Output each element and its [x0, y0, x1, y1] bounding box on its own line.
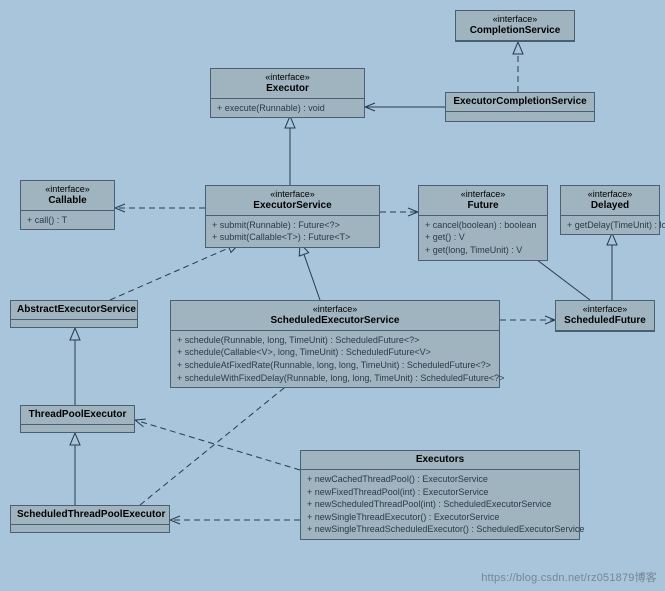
stereotype-label: «interface» — [27, 184, 108, 195]
stereotype-label: «interface» — [425, 189, 541, 200]
stereotype-label: «interface» — [217, 72, 358, 83]
stereotype-label: «interface» — [212, 189, 373, 200]
uml-box-header: «interface»Delayed — [561, 186, 659, 216]
uml-box-name: ExecutorCompletionService — [452, 96, 588, 108]
uml-method: + newSingleThreadExecutor() : ExecutorSe… — [307, 511, 573, 524]
uml-box-header: «interface»Future — [419, 186, 547, 216]
uml-box-scheduledFuture: «interface»ScheduledFuture — [555, 300, 655, 332]
uml-box-name: ExecutorService — [212, 200, 373, 212]
uml-box-name: Future — [425, 200, 541, 212]
uml-box-executorCompletionService: ExecutorCompletionService — [445, 92, 595, 122]
uml-box-name: Executor — [217, 83, 358, 95]
uml-box-name: ScheduledThreadPoolExecutor — [17, 509, 163, 521]
uml-box-header: «interface»ExecutorService — [206, 186, 379, 216]
stereotype-label: «interface» — [177, 304, 493, 315]
uml-method: + scheduleWithFixedDelay(Runnable, long,… — [177, 372, 493, 385]
uml-box-header: «interface»Callable — [21, 181, 114, 211]
uml-box-name: Callable — [27, 195, 108, 207]
uml-method: + schedule(Runnable, long, TimeUnit) : S… — [177, 334, 493, 347]
uml-box-name: AbstractExecutorService — [17, 304, 131, 316]
uml-method: + get() : V — [425, 231, 541, 244]
uml-box-name: Delayed — [567, 200, 653, 212]
uml-box-header: «interface»Executor — [211, 69, 364, 99]
uml-box-header: ExecutorCompletionService — [446, 93, 594, 112]
uml-box-threadPoolExecutor: ThreadPoolExecutor — [20, 405, 135, 433]
uml-box-executor: «interface»Executor + execute(Runnable) :… — [210, 68, 365, 118]
uml-box-header: AbstractExecutorService — [11, 301, 137, 320]
uml-box-callable: «interface»Callable + call() : T — [20, 180, 115, 230]
uml-box-header: «interface»CompletionService — [456, 11, 574, 41]
uml-box-header: ThreadPoolExecutor — [21, 406, 134, 425]
uml-box-name: CompletionService — [462, 25, 568, 37]
uml-box-header: Executors — [301, 451, 579, 470]
uml-box-body: + call() : T — [21, 211, 114, 230]
uml-box-body: + cancel(boolean) : boolean+ get() : V+ … — [419, 216, 547, 260]
uml-box-name: ScheduledFuture — [562, 315, 648, 327]
uml-box-header: ScheduledThreadPoolExecutor — [11, 506, 169, 525]
uml-box-name: ScheduledExecutorService — [177, 315, 493, 327]
uml-method: + newCachedThreadPool() : ExecutorServic… — [307, 473, 573, 486]
stereotype-label: «interface» — [562, 304, 648, 315]
uml-method: + newFixedThreadPool(int) : ExecutorServ… — [307, 486, 573, 499]
uml-method: + schedule(Callable<V>, long, TimeUnit) … — [177, 346, 493, 359]
uml-box-completionService: «interface»CompletionService — [455, 10, 575, 42]
uml-box-body: + submit(Runnable) : Future<?>+ submit(C… — [206, 216, 379, 247]
uml-box-name: Executors — [307, 454, 573, 466]
uml-box-executors: Executors + newCachedThreadPool() : Execu… — [300, 450, 580, 540]
uml-box-executorService: «interface»ExecutorService+ submit(Runna… — [205, 185, 380, 248]
uml-box-body: + execute(Runnable) : void — [211, 99, 364, 118]
uml-method: + get(long, TimeUnit) : V — [425, 244, 541, 257]
uml-method: + submit(Callable<T>) : Future<T> — [212, 231, 373, 244]
uml-box-body: + schedule(Runnable, long, TimeUnit) : S… — [171, 331, 499, 387]
uml-box-scheduledThreadPoolExecutor: ScheduledThreadPoolExecutor — [10, 505, 170, 533]
uml-box-header: «interface»ScheduledExecutorService — [171, 301, 499, 331]
uml-method: + getDelay(TimeUnit) : long — [567, 219, 653, 232]
uml-box-body: + newCachedThreadPool() : ExecutorServic… — [301, 470, 579, 539]
stereotype-label: «interface» — [567, 189, 653, 200]
uml-box-name: ThreadPoolExecutor — [27, 409, 128, 421]
uml-method: + call() : T — [27, 214, 108, 227]
uml-method: + submit(Runnable) : Future<?> — [212, 219, 373, 232]
uml-box-body: + getDelay(TimeUnit) : long — [561, 216, 659, 235]
uml-box-delayed: «interface»Delayed + getDelay(TimeUnit) :… — [560, 185, 660, 235]
uml-method: + cancel(boolean) : boolean — [425, 219, 541, 232]
stereotype-label: «interface» — [462, 14, 568, 25]
uml-box-scheduledExecutorService: «interface»ScheduledExecutorService + sch… — [170, 300, 500, 388]
uml-box-abstractExecutorService: AbstractExecutorService — [10, 300, 138, 328]
uml-method: + newScheduledThreadPool(int) : Schedule… — [307, 498, 573, 511]
watermark-text: https://blog.csdn.net/rz051879博客 — [481, 569, 657, 585]
uml-method: + execute(Runnable) : void — [217, 102, 358, 115]
uml-method: + scheduleAtFixedRate(Runnable, long, lo… — [177, 359, 493, 372]
uml-method: + newSingleThreadScheduledExecutor() : S… — [307, 523, 573, 536]
uml-box-future: «interface»Future+ cancel(boolean) : boo… — [418, 185, 548, 261]
uml-box-header: «interface»ScheduledFuture — [556, 301, 654, 331]
